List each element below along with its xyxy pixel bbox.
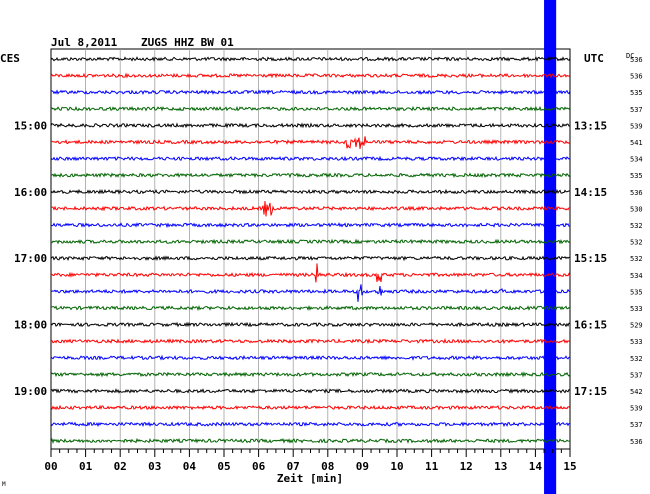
dc-value: 541: [630, 139, 643, 147]
left-hour-label: 16:00: [14, 186, 47, 199]
x-tick-label: 00: [44, 460, 57, 473]
dc-value: 537: [630, 371, 643, 379]
dc-value: 537: [630, 421, 643, 429]
x-tick-label: 11: [425, 460, 439, 473]
x-axis-label: Zeit [min]: [277, 472, 343, 485]
trace-line: [50, 354, 571, 361]
trace-line: [50, 404, 571, 411]
right-hour-labels: 13:15 14:15 15:15 16:15 17:15: [574, 119, 607, 398]
dc-value: 532: [630, 239, 643, 247]
dc-value: 536: [630, 56, 643, 64]
dc-column-header: DC: [626, 52, 634, 60]
trace-line: [50, 136, 571, 149]
dc-value: 534: [630, 272, 643, 280]
dc-value: 530: [630, 205, 643, 213]
left-timezone: CES: [0, 52, 20, 65]
x-tick-label: 10: [390, 460, 403, 473]
left-hour-label: 17:00: [14, 252, 47, 265]
trace-group: [50, 56, 571, 444]
dc-value: 536: [630, 189, 643, 197]
right-hour-label: 14:15: [574, 186, 607, 199]
trace-line: [50, 56, 571, 62]
dc-value: 539: [630, 122, 643, 130]
x-tick-label: 08: [321, 460, 334, 473]
x-tick-label: 12: [460, 460, 473, 473]
x-tick-label: 15: [563, 460, 576, 473]
right-hour-label: 15:15: [574, 252, 607, 265]
trace-line: [50, 263, 571, 283]
trace-line: [50, 155, 571, 162]
x-axis: 00 01 02 03 04 05 06 07 08 09 10 11 12 13 14 15: [44, 449, 577, 473]
trace-line: [50, 105, 571, 112]
left-hour-label: 15:00: [14, 119, 47, 132]
trace-line: [50, 238, 571, 245]
left-hour-label: 18:00: [14, 319, 47, 332]
right-timezone: UTC: [584, 52, 604, 65]
x-tick-label: 05: [217, 460, 230, 473]
trace-line: [50, 304, 571, 312]
x-tick-label: 06: [252, 460, 266, 473]
trace-line: [50, 321, 571, 328]
dc-value: 542: [630, 388, 643, 396]
trace-line: [50, 200, 571, 217]
trace-line: [50, 421, 571, 428]
dc-value: 536: [630, 438, 643, 446]
trace-line: [50, 338, 571, 345]
x-tick-label: 07: [287, 460, 300, 473]
trace-line: [50, 388, 571, 394]
recording-date: Jul 8,2011: [51, 36, 118, 49]
station-code: ZUGS HHZ BW 01: [141, 36, 234, 49]
trace-line: [50, 122, 570, 129]
trace-line: [50, 72, 571, 79]
trace-line: [50, 255, 571, 262]
x-tick-label: 09: [356, 460, 369, 473]
dc-value: 536: [630, 73, 643, 81]
dc-value: 533: [630, 305, 643, 313]
dc-value: 529: [630, 322, 643, 330]
trace-line: [50, 371, 571, 378]
dc-value-labels: 536 536 535 537 539 541 534 535 536 530 532 532 532 5…: [630, 56, 643, 446]
left-hour-label: 19:00: [14, 385, 47, 398]
x-tick-label: 13: [494, 460, 507, 473]
x-tick-label: 04: [183, 460, 197, 473]
dc-value: 535: [630, 172, 643, 180]
dc-value: 534: [630, 156, 643, 164]
x-tick-label: 01: [79, 460, 93, 473]
trace-line: [50, 188, 571, 195]
dc-value: 532: [630, 222, 643, 230]
x-tick-label: 02: [114, 460, 127, 473]
trace-line: [50, 437, 571, 444]
x-tick-label: 14: [529, 460, 543, 473]
left-hour-labels: 15:00 16:00 17:00 18:00 19:00: [14, 119, 47, 398]
dc-value: 532: [630, 355, 643, 363]
grid-lines: [85, 49, 536, 449]
dc-value: 539: [630, 405, 643, 413]
trace-line: [50, 284, 571, 302]
trace-line: [50, 172, 571, 179]
trace-line: [50, 222, 571, 229]
dc-value: 535: [630, 288, 643, 296]
dc-value: 537: [630, 106, 643, 114]
corner-mark: M: [2, 481, 6, 488]
right-hour-label: 17:15: [574, 385, 607, 398]
dc-value: 535: [630, 89, 643, 97]
dc-value: 533: [630, 338, 643, 346]
dc-value: 532: [630, 255, 643, 263]
right-hour-label: 16:15: [574, 319, 607, 332]
right-hour-label: 13:15: [574, 119, 607, 132]
trace-line: [51, 89, 571, 96]
x-tick-label: 03: [148, 460, 161, 473]
